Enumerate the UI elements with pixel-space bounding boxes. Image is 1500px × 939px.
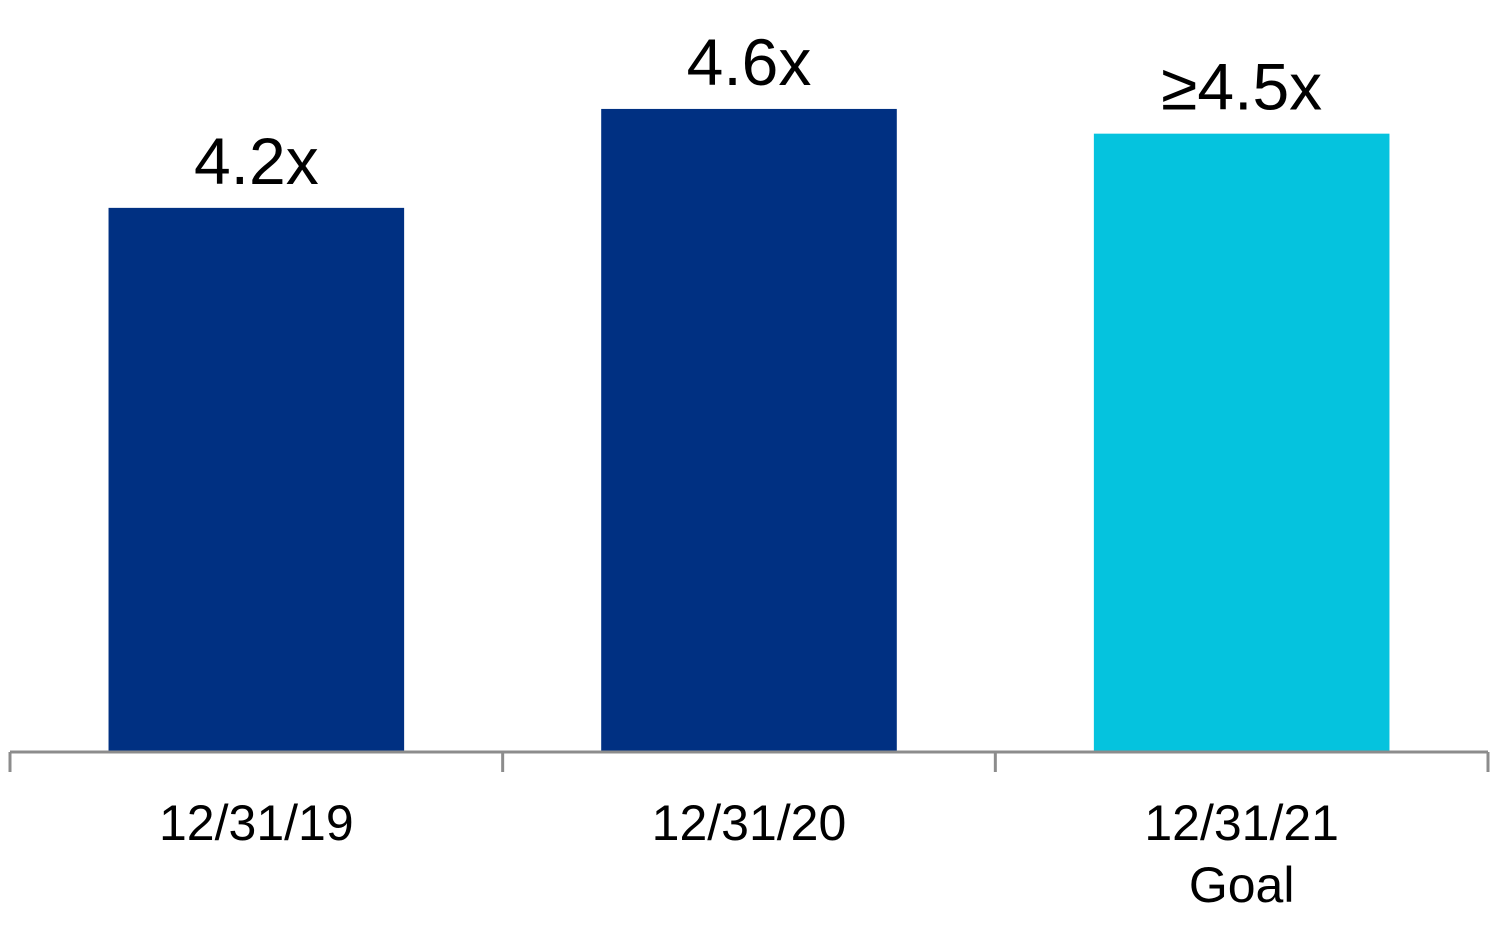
value-label: ≥4.5x: [1161, 50, 1322, 124]
x-tick-label: 12/31/21 Goal: [1144, 795, 1339, 913]
value-label: 4.2x: [194, 124, 319, 198]
x-tick-label: 12/31/20: [652, 795, 847, 851]
x-tick-label-line: 12/31/19: [159, 795, 354, 851]
bar: [601, 108, 897, 752]
x-tick-label-line: 12/31/21: [1144, 795, 1339, 851]
bar: [1093, 133, 1390, 752]
bar: [108, 207, 405, 752]
x-tick-label-line: 12/31/20: [652, 795, 847, 851]
value-label: 4.6x: [687, 25, 812, 99]
x-tick-label-line: Goal: [1189, 857, 1295, 913]
x-tick-label: 12/31/19: [159, 795, 354, 851]
